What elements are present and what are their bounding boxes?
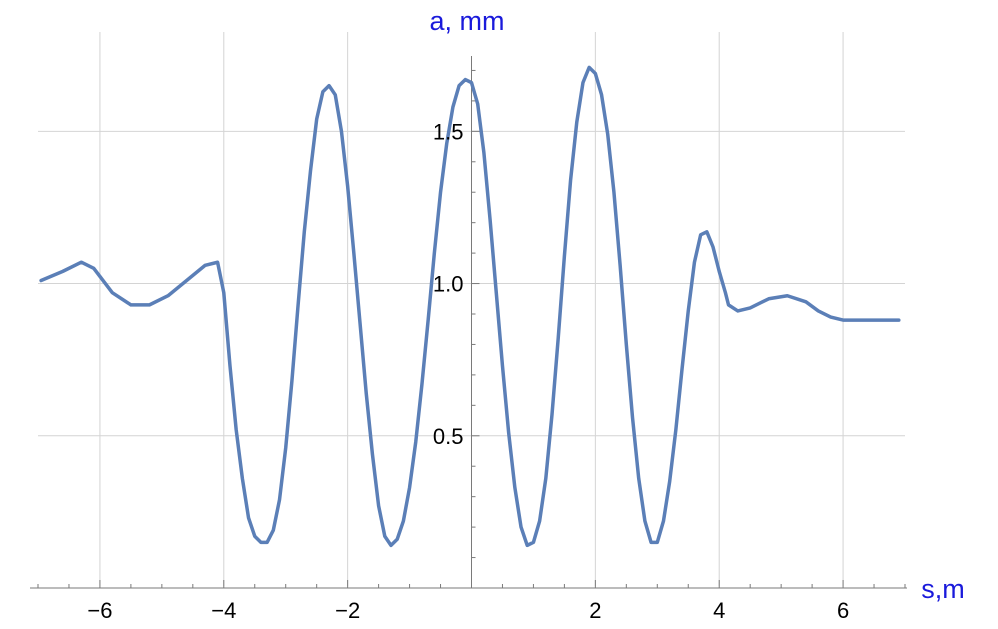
y-tick-label: 1.0 <box>433 272 464 297</box>
x-tick-label: 6 <box>837 598 849 623</box>
x-tick-label: −2 <box>335 598 360 623</box>
x-tick-label: −4 <box>211 598 236 623</box>
x-tick-label: −6 <box>87 598 112 623</box>
y-axis-title: a, mm <box>429 6 504 36</box>
axes <box>30 56 907 589</box>
x-tick-label: 4 <box>713 598 725 623</box>
series-layer <box>39 65 901 548</box>
y-tick-labels: 0.5 1.0 1.5 <box>433 119 464 448</box>
x-tick-labels: −6 −4 −2 2 6 4 <box>87 598 849 623</box>
y-tick-label: 0.5 <box>433 424 464 449</box>
x-axis-title: s,m <box>921 574 965 604</box>
x-tick-label: 2 <box>589 598 601 623</box>
y-tick-label: 1.5 <box>433 119 464 144</box>
series-line <box>39 65 901 548</box>
